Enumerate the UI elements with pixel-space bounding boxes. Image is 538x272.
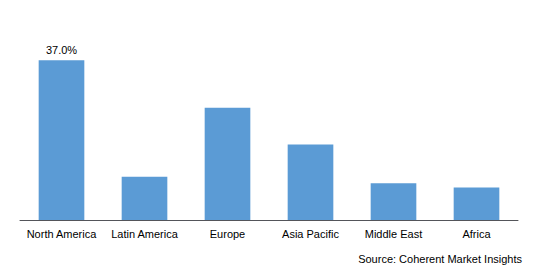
svg-text:Latin America: Latin America: [111, 228, 179, 240]
svg-text:Europe: Europe: [210, 228, 245, 240]
svg-text:Source: Coherent Market Insigh: Source: Coherent Market Insights: [358, 253, 522, 265]
svg-text:Asia Pacific: Asia Pacific: [282, 228, 339, 240]
svg-text:Africa: Africa: [462, 228, 491, 240]
svg-text:37.0%: 37.0%: [46, 44, 77, 56]
svg-text:North America: North America: [27, 228, 98, 240]
svg-text:Middle East: Middle East: [365, 228, 422, 240]
